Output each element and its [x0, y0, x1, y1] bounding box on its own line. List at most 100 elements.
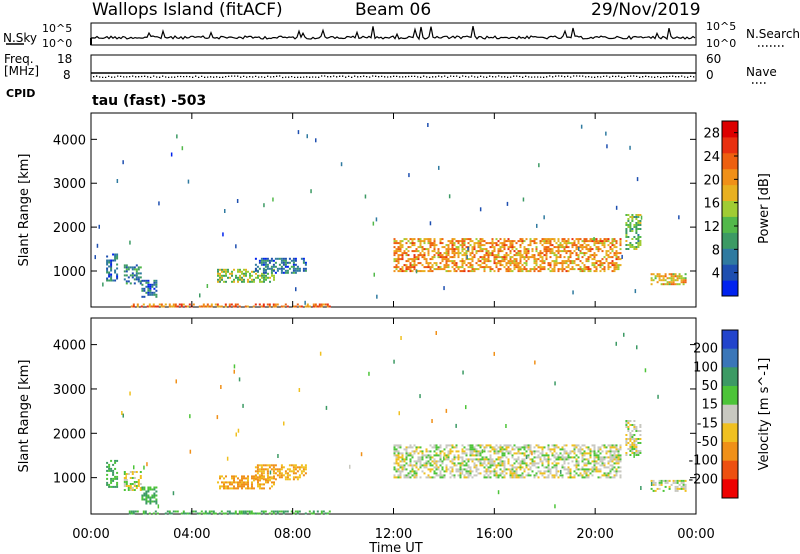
- power-cell: [557, 256, 560, 259]
- velocity-cell: [266, 468, 269, 471]
- velocity-cell: [485, 456, 488, 459]
- power-cell: [469, 238, 472, 241]
- power-scatter-point: [372, 221, 375, 226]
- velocity-cell: [437, 446, 440, 449]
- velocity-cell: [609, 446, 612, 449]
- velocity-cell: [465, 454, 468, 457]
- power-cell: [225, 268, 227, 271]
- power-cell: [684, 281, 687, 284]
- velocity-scatter-point: [122, 413, 124, 418]
- velocity-cell: [451, 444, 454, 447]
- power-region: [106, 253, 119, 282]
- power-scatter-point: [438, 165, 440, 170]
- velocity-cell: [517, 456, 520, 459]
- power-scatter-point: [304, 300, 306, 305]
- power-cell: [411, 242, 414, 245]
- power-cell: [471, 268, 474, 271]
- velocity-cell: [587, 476, 590, 479]
- power-cell: [411, 264, 414, 267]
- velocity-cell: [639, 430, 642, 432]
- velocity-cell: [625, 420, 628, 422]
- power-cell: [639, 214, 642, 216]
- power-cell: [148, 305, 151, 308]
- velocity-cell: [397, 444, 400, 447]
- velocity-cell: [425, 466, 428, 469]
- power-cell: [662, 275, 665, 278]
- power-cell: [433, 242, 436, 245]
- velocity-cell: [241, 483, 243, 486]
- power-cell: [523, 252, 526, 255]
- power-cell: [253, 280, 255, 283]
- velocity-cell: [292, 470, 295, 473]
- power-cell: [611, 240, 614, 243]
- velocity-scatter-point: [644, 368, 647, 373]
- velocity-cell: [429, 454, 432, 457]
- power-cell: [619, 244, 622, 247]
- velocity-cell: [674, 481, 677, 484]
- power-cell: [481, 244, 484, 247]
- velocity-cell: [427, 460, 430, 463]
- date-title: 29/Nov/2019: [591, 0, 701, 20]
- velocity-cell: [449, 452, 452, 455]
- power-cell: [547, 248, 550, 251]
- velocity-cell: [262, 476, 265, 479]
- velocity-cell: [511, 468, 514, 471]
- velocity-cell: [282, 466, 285, 469]
- power-cell: [276, 267, 279, 270]
- power-cell: [294, 269, 297, 272]
- power-cell: [487, 260, 490, 263]
- power-cell: [573, 268, 576, 271]
- velocity-cell: [547, 464, 550, 467]
- velocity-cell: [509, 474, 512, 477]
- power-cell: [251, 278, 253, 281]
- velocity-cell: [487, 470, 490, 473]
- power-cell: [549, 264, 552, 267]
- power-cell: [487, 256, 490, 259]
- power-cell: [627, 236, 630, 238]
- power-cell: [607, 262, 610, 265]
- power-cell: [579, 268, 582, 271]
- power-cell: [106, 255, 109, 258]
- power-cell: [639, 224, 642, 226]
- power-cell: [682, 283, 685, 286]
- power-cell: [567, 246, 570, 249]
- power-scatter-point: [479, 207, 482, 212]
- velocity-cell: [267, 479, 269, 482]
- velocity-cell: [629, 432, 632, 434]
- velocity-cell: [511, 474, 514, 477]
- power-cell: [627, 244, 630, 246]
- velocity-cell: [489, 460, 492, 463]
- power-cell: [511, 262, 514, 265]
- power-cell: [483, 260, 486, 263]
- velocity-cell: [593, 452, 596, 455]
- power-cell: [569, 252, 572, 255]
- velocity-cell: [125, 483, 128, 485]
- power-cell: [593, 254, 596, 257]
- power-cell: [483, 254, 486, 257]
- velocity-cell: [266, 474, 269, 477]
- power-cell: [266, 267, 269, 270]
- velocity-colorbar-label: 200: [693, 342, 718, 357]
- velocity-cell: [312, 512, 315, 515]
- velocity-colorbar-segment: [722, 404, 738, 424]
- velocity-cell: [397, 450, 400, 453]
- velocity-cell: [294, 466, 297, 469]
- velocity-cell: [503, 454, 506, 457]
- power-cell: [543, 250, 546, 253]
- velocity-cell: [479, 472, 482, 475]
- velocity-cell: [573, 450, 576, 453]
- power-cell: [267, 276, 269, 279]
- power-cell: [670, 281, 673, 284]
- power-cell: [237, 268, 239, 271]
- power-cell: [219, 274, 221, 277]
- power-cell: [273, 278, 275, 281]
- power-cell: [221, 278, 223, 281]
- velocity-cell: [421, 450, 424, 453]
- velocity-cell: [411, 454, 414, 457]
- power-cell: [603, 246, 606, 249]
- power-cell: [551, 260, 554, 263]
- velocity-cell: [401, 470, 404, 473]
- power-cell: [419, 240, 422, 243]
- velocity-scatter-point: [615, 341, 617, 346]
- power-cell: [449, 240, 452, 243]
